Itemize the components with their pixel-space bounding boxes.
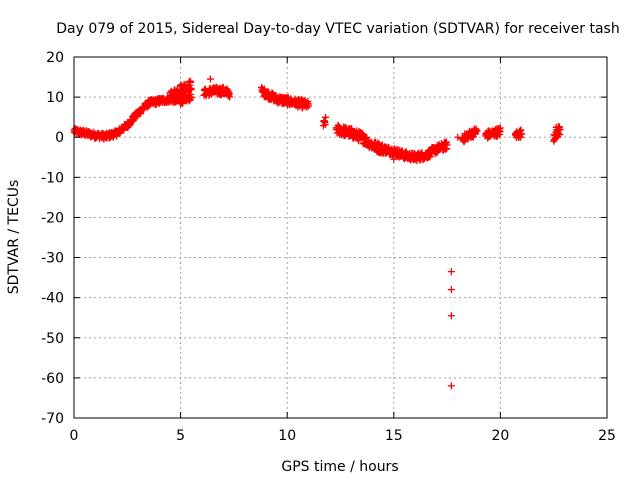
x-tick-label: 25 <box>598 428 616 444</box>
x-tick-label: 20 <box>491 428 509 444</box>
data-point <box>473 127 481 135</box>
x-tick-label: 10 <box>278 428 296 444</box>
y-tick-label: -60 <box>41 371 64 387</box>
y-tick-label: 10 <box>46 90 64 106</box>
plot-frame <box>73 56 608 419</box>
x-tick-label: 5 <box>176 428 185 444</box>
data-point <box>322 113 330 121</box>
y-tick-label: -40 <box>41 291 64 307</box>
y-tick-label: 20 <box>46 50 64 66</box>
data-point <box>187 78 195 86</box>
grid-lines <box>74 57 607 418</box>
data-point <box>556 125 564 133</box>
data-point <box>518 130 526 138</box>
data-point <box>555 129 563 137</box>
data-point <box>447 312 455 320</box>
data-point <box>390 155 398 163</box>
y-tick-label: -50 <box>41 331 64 347</box>
data-point <box>447 268 455 276</box>
y-tick-label: -20 <box>41 210 64 226</box>
data-point <box>517 133 525 141</box>
data-point <box>496 124 504 132</box>
data-point <box>447 286 455 294</box>
x-tick-label: 0 <box>70 428 79 444</box>
data-point <box>447 382 455 390</box>
data-point <box>187 85 195 93</box>
data-point <box>355 137 363 145</box>
data-point <box>359 130 367 138</box>
data-point <box>187 93 195 101</box>
y-axis-label: SDTVAR / TECUs <box>6 180 22 295</box>
data-point <box>516 127 524 135</box>
y-tick-label: -10 <box>41 170 64 186</box>
data-point <box>166 98 174 106</box>
y-tick-label: 0 <box>55 130 64 146</box>
data-point <box>226 93 234 101</box>
data-point <box>454 133 462 141</box>
y-tick-label: -70 <box>41 411 64 427</box>
axis-ticks: 0 5 10 15 20 25 20 10 0 -10 -20 -30 -40 -50 -60 -70 <box>41 50 616 444</box>
y-tick-label: -30 <box>41 251 64 267</box>
data-point <box>206 75 214 83</box>
data-point <box>443 141 451 149</box>
x-tick-label: 15 <box>385 428 403 444</box>
data-point <box>321 121 329 129</box>
x-axis-label: GPS time / hours <box>281 459 398 475</box>
data-point <box>305 102 313 110</box>
data-points <box>70 75 564 390</box>
chart-title: Day 079 of 2015, Sidereal Day-to-day VTE… <box>56 21 619 37</box>
